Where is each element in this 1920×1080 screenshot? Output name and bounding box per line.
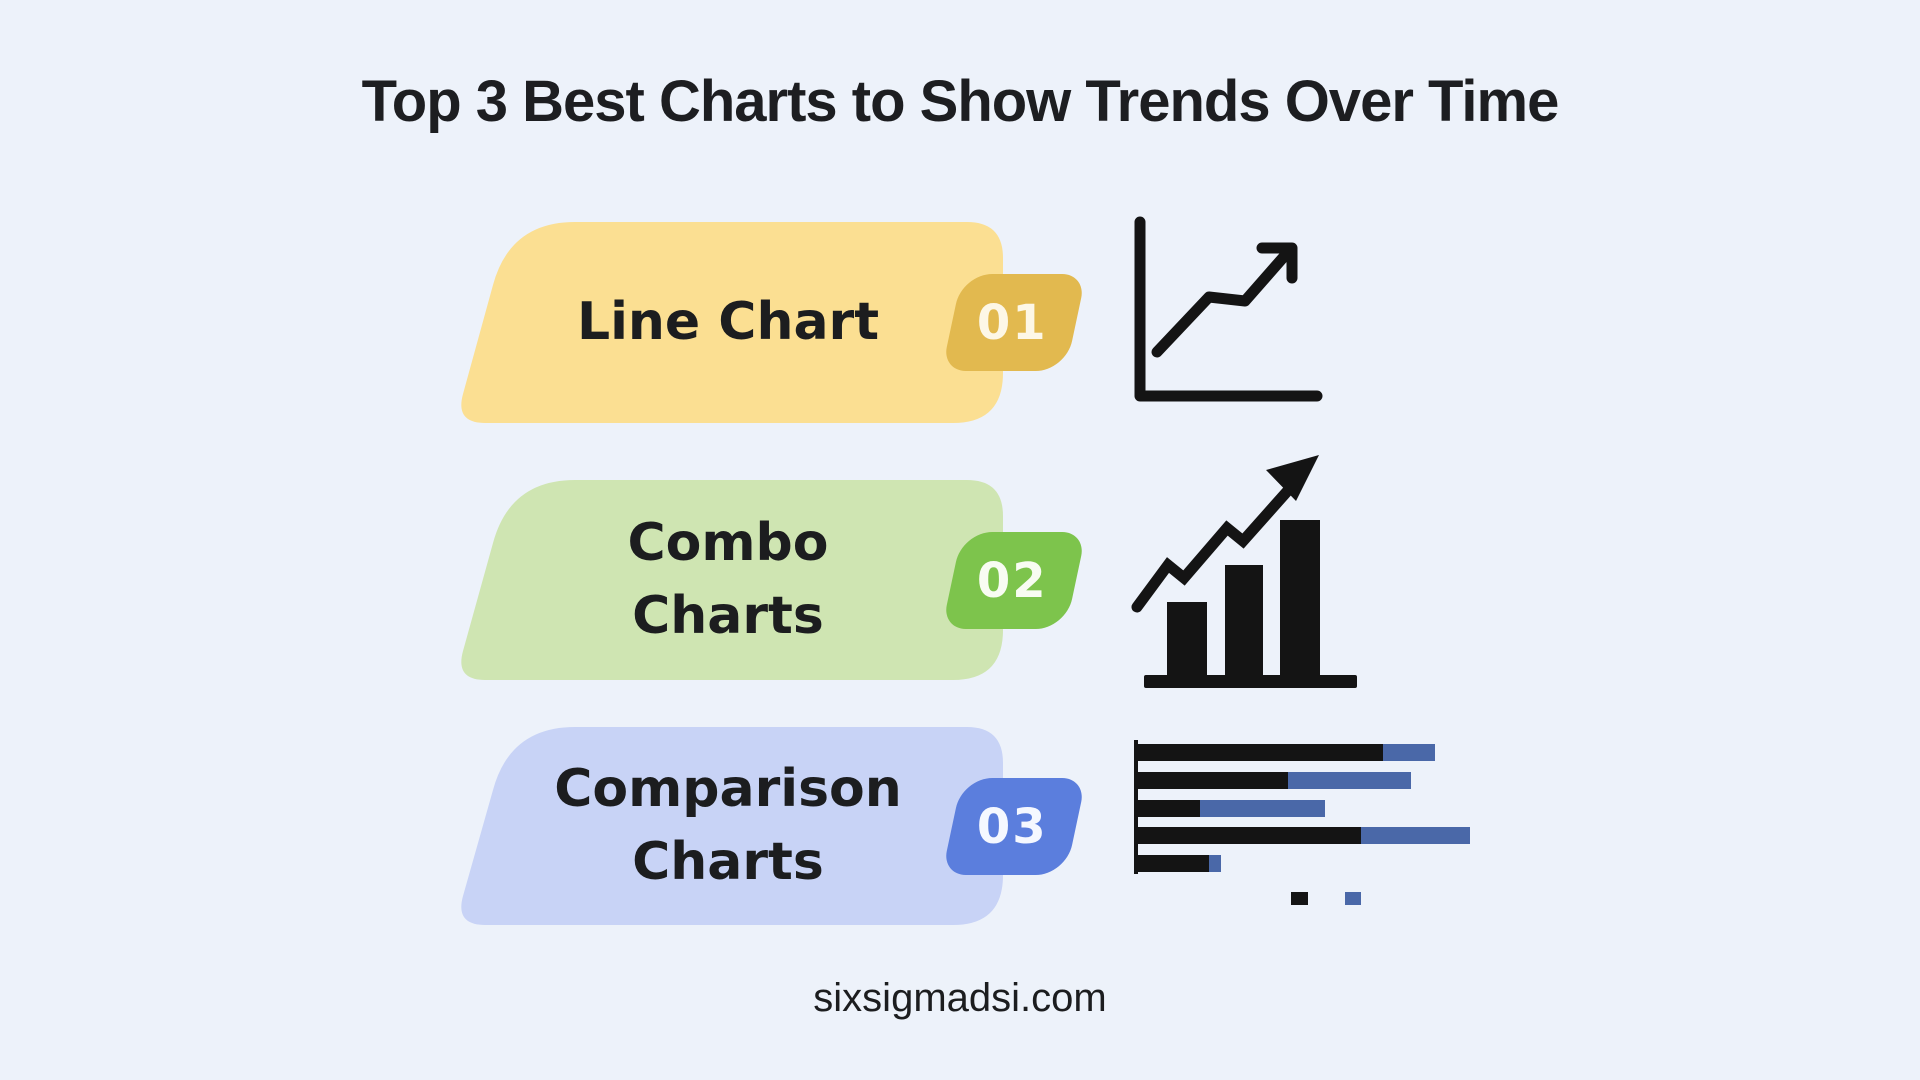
rank-number: 01 [976, 294, 1048, 351]
row-label-line: Comparison [554, 759, 902, 819]
bar-blue [1209, 855, 1221, 872]
arrow-head [1266, 455, 1319, 501]
row-label-line: Line Chart [576, 292, 880, 352]
bar-black [1136, 772, 1288, 789]
page-title: Top 3 Best Charts to Show Trends Over Ti… [361, 69, 1560, 134]
axis-lines [1134, 216, 1323, 402]
bar-small [1167, 602, 1207, 682]
row-label-comparison-charts: Comparison Charts [467, 727, 989, 925]
trend-line [1131, 471, 1306, 613]
bar-black [1136, 744, 1383, 761]
row-pill-comparison-charts [461, 727, 1003, 925]
bar-black [1136, 800, 1200, 817]
footer-website: sixsigmadsi.com [813, 976, 1107, 1020]
row-label-line-chart: Line Chart [467, 222, 989, 423]
line-chart-icon [1134, 216, 1323, 402]
bar-black [1136, 827, 1361, 844]
rank-number: 02 [976, 552, 1048, 609]
bar-black [1136, 855, 1209, 872]
bar-tall [1280, 520, 1320, 682]
arrow-head [1256, 242, 1298, 284]
row-pill-combo-charts [461, 480, 1003, 680]
horizontal-bar-chart-icon [1134, 740, 1470, 905]
row-label-line: Combo [627, 513, 829, 573]
combo-chart-icon [1131, 455, 1357, 688]
baseline [1144, 675, 1357, 688]
rank-number: 03 [976, 798, 1048, 855]
bar-blue [1361, 827, 1470, 844]
trend-line [1151, 246, 1294, 358]
bar-blue [1383, 744, 1435, 761]
bar-medium [1225, 565, 1263, 682]
row-label-line: Charts [632, 832, 824, 892]
row-label-line: Charts [632, 586, 824, 646]
row-label-combo-charts: Combo Charts [467, 480, 989, 680]
legend-swatch-black [1291, 892, 1308, 905]
legend-swatch-blue [1345, 892, 1361, 905]
bar-blue [1288, 772, 1411, 789]
row-pill-line-chart [461, 222, 1003, 423]
bar-blue [1200, 800, 1325, 817]
